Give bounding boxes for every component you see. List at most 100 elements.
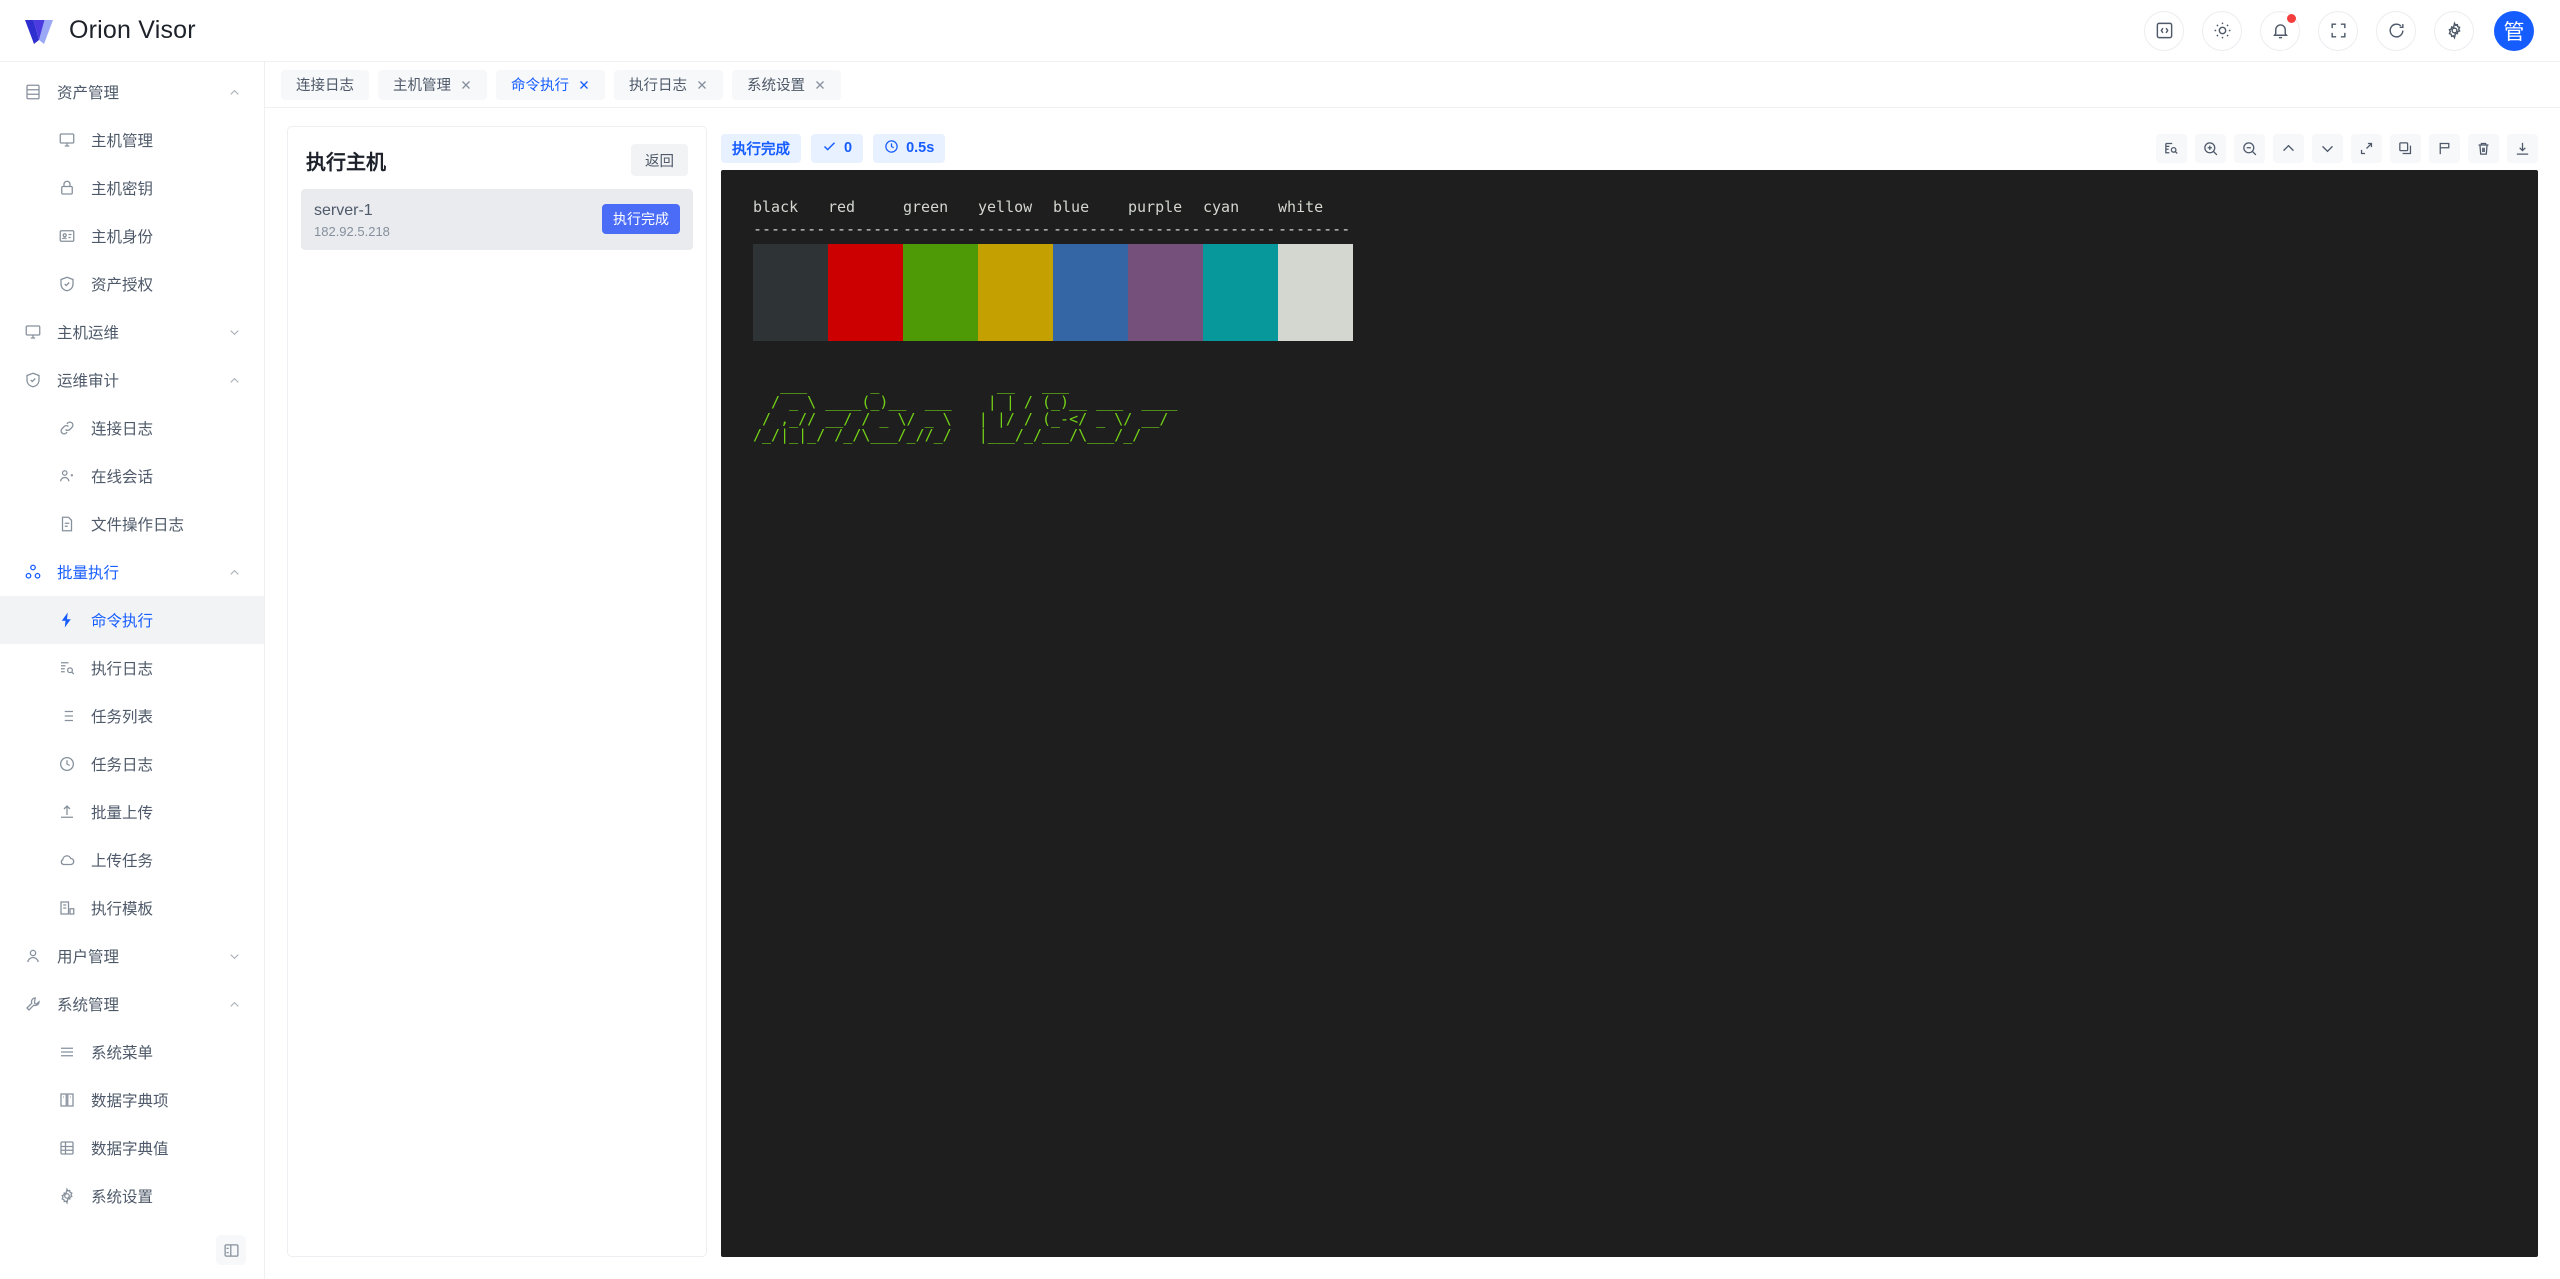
color-label-red: red: [828, 198, 856, 216]
sidebar-item-file-operation-log[interactable]: 文件操作日志: [0, 500, 264, 548]
sidebar-group-label: 资产管理: [57, 85, 120, 102]
theme-icon[interactable]: [2202, 10, 2242, 51]
close-icon[interactable]: [814, 79, 826, 91]
sidebar-item-label: 主机密钥: [91, 181, 154, 198]
sidebar-item-project-address[interactable]: 项目地址: [0, 1220, 264, 1221]
terminal-panel: 执行完成 0 0.5s: [721, 126, 2538, 1257]
back-button[interactable]: 返回: [631, 144, 688, 176]
dash-5: --------: [1128, 220, 1201, 238]
dash-1: --------: [828, 220, 901, 238]
sidebar-group-user-management[interactable]: 用户管理: [0, 932, 264, 980]
sidebar-item-task-list[interactable]: 任务列表: [0, 692, 264, 740]
sidebar-item-label: 执行模板: [91, 901, 154, 918]
execution-host-header: 执行主机 返回: [288, 127, 706, 189]
log-search-icon[interactable]: [2156, 133, 2187, 163]
chevron-down-icon: [227, 949, 242, 964]
upload-icon: [56, 801, 78, 823]
sidebar-group-label: 批量执行: [57, 565, 120, 582]
sidebar-item-dict-value[interactable]: 数据字典值: [0, 1124, 264, 1172]
sidebar-group-host-ops[interactable]: 主机运维: [0, 308, 264, 356]
host-list: server-1 182.92.5.218 执行完成: [288, 189, 706, 250]
sidebar-item-online-session[interactable]: 在线会话: [0, 452, 264, 500]
sidebar-item-label: 批量上传: [91, 805, 154, 822]
scroll-up-icon[interactable]: [2273, 133, 2304, 163]
tab-label: 命令执行: [511, 78, 569, 94]
clear-icon[interactable]: [2429, 133, 2460, 163]
swatch-blue: [1053, 244, 1128, 341]
color-label-cyan: cyan: [1203, 198, 1240, 216]
scroll-down-icon[interactable]: [2312, 133, 2343, 163]
sidebar-group-ops-audit[interactable]: 运维审计: [0, 356, 264, 404]
delete-icon[interactable]: [2468, 133, 2499, 163]
swatch-green: [903, 244, 978, 341]
close-icon[interactable]: [460, 79, 472, 91]
clock-icon: [884, 139, 899, 158]
sidebar: 资产管理 主机管理 主机密钥 主机身份 资产授权: [0, 62, 265, 1279]
sidebar-item-system-settings[interactable]: 系统设置: [0, 1172, 264, 1220]
tab-host-management[interactable]: 主机管理: [378, 69, 487, 100]
link-icon: [56, 417, 78, 439]
sidebar-group-batch-execution[interactable]: 批量执行: [0, 548, 264, 596]
tab-command-execution[interactable]: 命令执行: [496, 69, 605, 100]
close-icon[interactable]: [578, 79, 590, 91]
status-badge[interactable]: 执行完成: [602, 204, 680, 235]
dash-6: --------: [1203, 220, 1276, 238]
fullscreen-icon[interactable]: [2318, 10, 2358, 51]
download-icon[interactable]: [2507, 133, 2538, 163]
swatch-purple: [1128, 244, 1203, 341]
refresh-icon[interactable]: [2376, 10, 2416, 51]
collapse-sidebar-button[interactable]: [216, 1235, 246, 1265]
sidebar-item-command-execution[interactable]: 命令执行: [0, 596, 264, 644]
sidebar-item-label: 数据字典值: [91, 1141, 169, 1158]
sidebar-item-label: 上传任务: [91, 853, 154, 870]
notification-icon[interactable]: [2260, 10, 2300, 51]
color-label-purple: purple: [1128, 198, 1183, 216]
sidebar-item-task-log[interactable]: 任务日志: [0, 740, 264, 788]
code-icon[interactable]: [2144, 10, 2184, 51]
sidebar-item-connection-log[interactable]: 连接日志: [0, 404, 264, 452]
zoom-in-icon[interactable]: [2195, 133, 2226, 163]
sidebar-item-label: 在线会话: [91, 469, 154, 486]
dash-7: --------: [1278, 220, 1351, 238]
close-icon[interactable]: [696, 79, 708, 91]
host-info: server-1 182.92.5.218: [314, 200, 390, 239]
color-label-blue: blue: [1053, 198, 1090, 216]
tab-system-settings[interactable]: 系统设置: [732, 69, 841, 100]
fullscreen-icon[interactable]: [2351, 133, 2382, 163]
sidebar-group-label: 运维审计: [57, 373, 120, 390]
sidebar-item-execution-log[interactable]: 执行日志: [0, 644, 264, 692]
tab-execution-log[interactable]: 执行日志: [614, 69, 723, 100]
color-test-dashes: -------- -------- -------- -------- ----…: [753, 220, 2506, 238]
sidebar-item-host-management[interactable]: 主机管理: [0, 116, 264, 164]
main-content: 连接日志 主机管理 命令执行 执行日志 系统设置: [265, 62, 2560, 1279]
sidebar-item-upload-task[interactable]: 上传任务: [0, 836, 264, 884]
list-item[interactable]: server-1 182.92.5.218 执行完成: [301, 189, 693, 250]
avatar[interactable]: 管: [2494, 10, 2534, 51]
sidebar-group-label: 主机运维: [57, 325, 120, 342]
dash-2: --------: [903, 220, 976, 238]
sidebar-item-host-identity[interactable]: 主机身份: [0, 212, 264, 260]
sidebar-item-dict-key[interactable]: 数据字典项: [0, 1076, 264, 1124]
terminal-output[interactable]: black red green yellow blue purple cyan …: [721, 170, 2538, 1257]
gear-icon[interactable]: [2434, 10, 2474, 51]
sidebar-item-label: 任务列表: [91, 709, 154, 726]
sidebar-group-system-management[interactable]: 系统管理: [0, 980, 264, 1028]
copy-icon[interactable]: [2390, 133, 2421, 163]
sidebar-item-batch-upload[interactable]: 批量上传: [0, 788, 264, 836]
status-chip[interactable]: 执行完成: [721, 133, 801, 163]
duration-chip[interactable]: 0.5s: [873, 133, 946, 163]
exit-code-chip[interactable]: 0: [811, 133, 864, 163]
app-logo[interactable]: Orion Visor: [22, 14, 196, 48]
sidebar-item-host-key[interactable]: 主机密钥: [0, 164, 264, 212]
header-actions: 管: [2144, 10, 2534, 51]
sidebar-group-asset-management[interactable]: 资产管理: [0, 68, 264, 116]
zoom-out-icon[interactable]: [2234, 133, 2265, 163]
sidebar-item-system-menu[interactable]: 系统菜单: [0, 1028, 264, 1076]
tab-label: 系统设置: [747, 78, 805, 94]
body-row: 资产管理 主机管理 主机密钥 主机身份 资产授权: [0, 62, 2560, 1279]
cluster-icon: [22, 561, 44, 583]
sidebar-item-asset-authorization[interactable]: 资产授权: [0, 260, 264, 308]
tab-connection-log[interactable]: 连接日志: [281, 69, 369, 100]
sidebar-item-execution-template[interactable]: 执行模板: [0, 884, 264, 932]
list-icon: [56, 705, 78, 727]
